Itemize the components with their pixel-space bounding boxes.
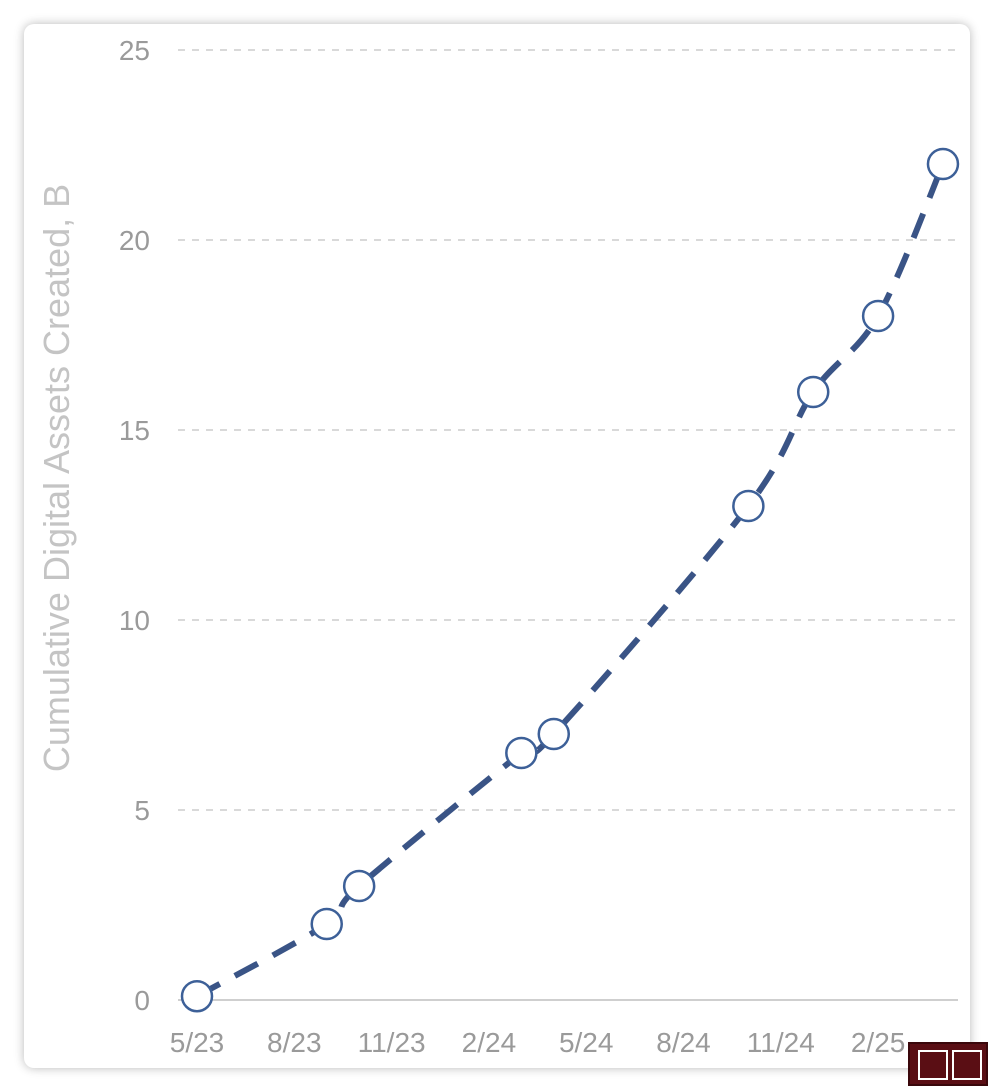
y-tick-label: 15	[119, 415, 150, 446]
data-point	[505, 736, 538, 770]
data-point	[180, 979, 214, 1013]
data-point	[796, 375, 830, 409]
x-tick-label: 2/24	[462, 1027, 517, 1058]
series-line	[195, 162, 946, 999]
seal-stamp	[908, 1042, 988, 1086]
data-point	[732, 489, 765, 523]
data-point	[926, 147, 960, 181]
gridlines	[178, 49, 958, 811]
y-tick-label: 0	[134, 985, 150, 1016]
x-tick-label: 2/25	[851, 1027, 906, 1058]
x-tick-label: 8/23	[267, 1027, 322, 1058]
data-point	[342, 869, 376, 903]
y-axis-ticks: 0 5 10 15 20 25	[119, 35, 150, 1016]
y-tick-label: 10	[119, 605, 150, 636]
y-axis-title: Cumulative Digital Assets Created, B	[36, 184, 77, 772]
y-tick-label: 5	[134, 795, 150, 826]
series-line-layer	[195, 162, 946, 999]
x-tick-label: 11/23	[358, 1027, 426, 1058]
x-tick-label: 5/23	[170, 1027, 225, 1058]
x-tick-label: 11/24	[747, 1027, 815, 1058]
x-tick-label: 5/24	[559, 1027, 614, 1058]
data-points	[180, 147, 960, 1013]
data-point	[310, 907, 343, 941]
data-point	[861, 299, 895, 333]
y-tick-label: 25	[119, 35, 150, 66]
y-tick-label: 20	[119, 225, 150, 256]
x-tick-label: 8/24	[656, 1027, 711, 1058]
data-point	[537, 717, 571, 751]
x-axis-ticks: 5/23 8/23 11/23 2/24 5/24 8/24 11/24 2/25	[170, 1027, 906, 1058]
chart-card	[24, 24, 970, 1068]
